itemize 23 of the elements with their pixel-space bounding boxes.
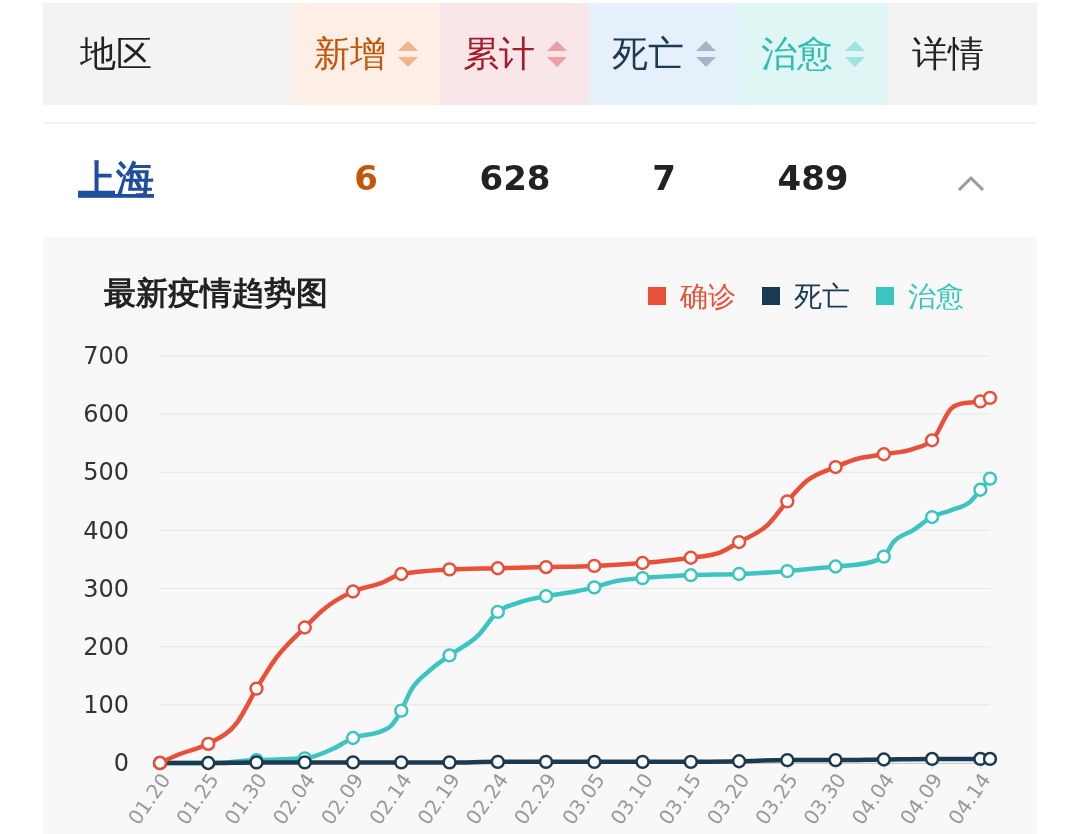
text: 治愈 xyxy=(761,33,833,74)
text: 489 xyxy=(777,158,849,198)
text: 新增 xyxy=(314,33,386,74)
legend-label: 治愈 xyxy=(908,280,964,313)
y-tick-label: 500 xyxy=(83,458,129,487)
y-tick-label: 600 xyxy=(83,400,129,429)
legend-label: 确诊 xyxy=(679,280,736,313)
y-tick-label: 100 xyxy=(83,691,129,720)
legend-label: 死亡 xyxy=(794,280,850,313)
text: 6 xyxy=(354,158,378,198)
chart-title: 最新疫情趋势图 xyxy=(104,274,328,312)
text: 上海 xyxy=(78,157,154,201)
text: 地区 xyxy=(79,33,152,74)
y-tick-label: 300 xyxy=(83,574,129,603)
text: 累计 xyxy=(463,33,535,74)
text: 7 xyxy=(652,158,676,198)
text: 详情 xyxy=(912,33,984,74)
y-tick-label: 400 xyxy=(83,516,129,545)
text: 死亡 xyxy=(612,33,684,74)
text: 628 xyxy=(479,158,551,198)
y-tick-label: 200 xyxy=(83,632,129,661)
y-tick-label: 0 xyxy=(113,749,129,778)
y-tick-label: 700 xyxy=(83,342,129,371)
